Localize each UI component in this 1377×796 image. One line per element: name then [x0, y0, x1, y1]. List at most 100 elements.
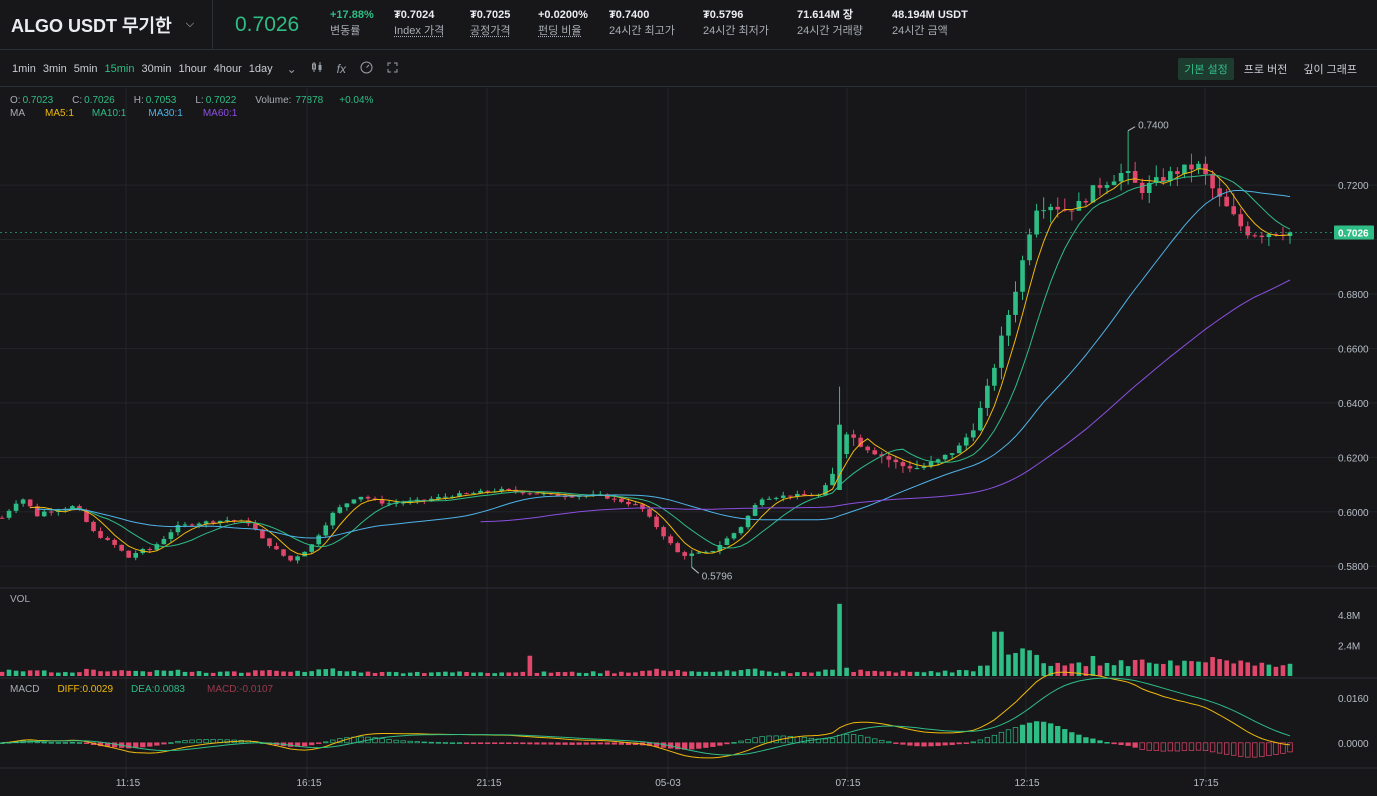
stat-2[interactable]: ₮0.7025 공정가격	[470, 7, 510, 39]
indicator-fx-icon[interactable]: fx	[336, 61, 347, 76]
volume-bar	[1097, 665, 1103, 676]
candle-body	[295, 556, 300, 561]
volume-bar	[77, 672, 82, 676]
volume-bar	[970, 671, 976, 676]
chevron-down-icon[interactable]: ⌄	[286, 61, 297, 76]
macd-histogram-bar	[731, 742, 737, 744]
low-label: L:	[195, 95, 204, 106]
macd-histogram-bar	[196, 739, 202, 744]
macd-histogram-bar	[900, 742, 906, 745]
fullscreen-icon[interactable]	[387, 62, 398, 76]
volume-bar	[1224, 660, 1229, 676]
volume-bar	[640, 670, 645, 676]
candle-body	[844, 434, 849, 455]
timeframe-1hour[interactable]: 1hour	[178, 62, 207, 75]
macd-histogram-bar	[970, 741, 976, 744]
candle-body	[837, 424, 842, 490]
volume-bar	[773, 672, 779, 676]
macd-histogram-bar	[358, 736, 364, 744]
candle-body	[358, 496, 364, 500]
volume-bar	[759, 670, 765, 676]
volume-bar	[1146, 662, 1152, 676]
candle-body	[506, 488, 512, 490]
timeframe-1min[interactable]: 1min	[12, 62, 36, 75]
low-value: 0.7022	[205, 95, 237, 106]
tab-0[interactable]: 기본 설정	[1178, 58, 1234, 80]
volume-bar	[393, 672, 399, 676]
settings-gauge-icon[interactable]	[360, 61, 373, 77]
candle-body	[231, 520, 237, 522]
macd-histogram-bar	[858, 735, 864, 744]
candle-body	[682, 552, 688, 556]
stat-6: 71.614M 장 24시간 거래량	[797, 7, 863, 39]
candle-body	[985, 385, 990, 408]
symbol-selector[interactable]: ALGO USDT 무기한 ⌵	[0, 0, 213, 49]
last-price-tag-bg	[1334, 225, 1374, 240]
price-chart[interactable]: 0.7200 0.6800 0.6600 0.6400 0.6200 0.6000 0.58…	[0, 88, 1377, 796]
timeframe-5min[interactable]: 5min	[73, 62, 98, 75]
volume-bar	[1175, 665, 1180, 676]
tab-2[interactable]: 깊이 그래프	[1303, 64, 1357, 76]
macd-histogram-bar	[210, 739, 216, 744]
timeframe-3min[interactable]: 3min	[42, 62, 67, 75]
volume-bar	[513, 672, 519, 676]
candle-body	[443, 496, 448, 498]
stat-1[interactable]: ₮0.7024 Index 가격	[394, 7, 444, 39]
volume-label: Volume:	[255, 95, 292, 106]
time-tick-label: 11:15	[116, 778, 141, 789]
candle-body	[316, 535, 322, 545]
macd-histogram-bar	[865, 736, 871, 744]
volume-bar	[344, 671, 350, 676]
candle-body	[900, 462, 906, 467]
macd-label: MACD	[10, 684, 40, 695]
macd-histogram-bar	[956, 742, 962, 745]
candle-body	[20, 499, 26, 504]
candle-body	[640, 504, 645, 510]
timeframe-15min[interactable]: 15min	[104, 62, 135, 75]
price-tick-label: 0.6000	[1338, 508, 1369, 519]
macd-histogram-bar	[456, 742, 463, 744]
candle-body	[1027, 234, 1032, 261]
candle-body	[633, 504, 638, 506]
macd-histogram-bar	[1245, 742, 1251, 758]
timeframe-4hour[interactable]: 4hour	[213, 62, 242, 75]
volume-bar	[386, 671, 392, 676]
volume-bar	[126, 670, 131, 676]
volume-bar	[1217, 659, 1222, 676]
candle-body	[196, 523, 202, 526]
volume-bar	[928, 671, 934, 676]
macd-histogram-bar	[1118, 742, 1124, 745]
macd-histogram-bar	[428, 741, 434, 744]
macd-histogram-bar	[583, 742, 589, 745]
macd-histogram-bar	[773, 735, 779, 744]
close-value: 0.7026	[84, 95, 115, 106]
candle-body	[450, 496, 455, 498]
volume-bar	[548, 672, 554, 676]
candle-body	[112, 539, 117, 545]
candle-body	[1210, 174, 1215, 189]
candle-body	[1069, 210, 1075, 212]
candle-body	[253, 523, 258, 530]
macd-histogram-bar	[1069, 732, 1075, 744]
candle-body	[1175, 171, 1180, 174]
macd-histogram-bar	[977, 739, 983, 744]
candle-body	[534, 493, 540, 495]
candle-body	[365, 496, 371, 499]
candle-body	[126, 550, 131, 558]
volume-bar	[63, 672, 68, 676]
volume-bar	[809, 672, 814, 676]
tab-1[interactable]: 프로 버전	[1243, 64, 1288, 76]
timeframe-1day[interactable]: 1day	[248, 62, 273, 75]
volume-bar	[182, 671, 188, 676]
volume-bar	[900, 670, 906, 676]
time-tick-label: 21:15	[476, 778, 501, 789]
volume-bar	[865, 671, 871, 676]
candle-type-icon[interactable]	[311, 61, 323, 76]
stat-3[interactable]: +0.0200% 펀딩 비율	[538, 7, 588, 39]
volume-bar	[597, 673, 603, 676]
candle-body	[133, 553, 139, 558]
volume-bar	[886, 671, 892, 676]
volume-bar	[823, 669, 828, 676]
candle-body	[1287, 232, 1293, 236]
timeframe-30min[interactable]: 30min	[141, 62, 172, 75]
